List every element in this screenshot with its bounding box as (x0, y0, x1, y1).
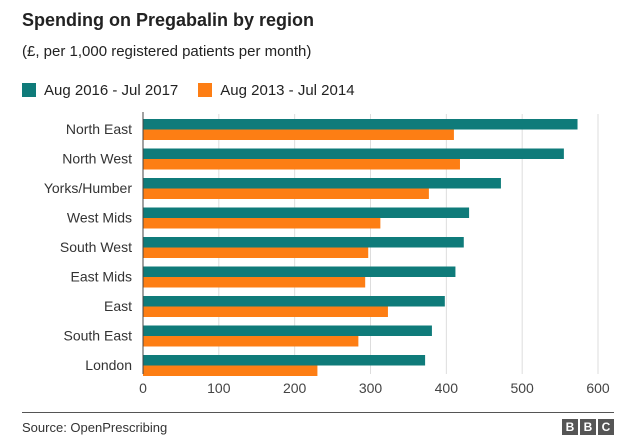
category-label-south-west: South West (60, 239, 132, 255)
category-label-north-west: North West (62, 151, 132, 167)
bar-yorks-humber-series-1 (143, 178, 501, 189)
category-label-north-east: North East (66, 121, 132, 137)
legend: Aug 2016 - Jul 2017 Aug 2013 - Jul 2014 (22, 80, 375, 100)
x-tick-label-400: 400 (435, 380, 459, 396)
category-label-east: East (104, 298, 132, 314)
bar-west-mids-series-1 (143, 207, 470, 218)
x-tick-label-500: 500 (510, 380, 534, 396)
logo-letter-b2: B (580, 419, 596, 435)
x-tick-label-600: 600 (586, 380, 610, 396)
chart-subtitle: (£, per 1,000 registered patients per mo… (22, 43, 312, 60)
bar-east-mids-series-1 (143, 266, 456, 277)
bar-east-mids-series-2 (143, 277, 366, 288)
legend-item-2016: Aug 2016 - Jul 2017 (22, 82, 178, 99)
bar-west-mids-series-2 (143, 218, 381, 229)
chart-title: Spending on Pregabalin by region (22, 10, 315, 30)
bar-east-series-1 (143, 296, 445, 307)
category-label-south-east: South East (64, 328, 133, 344)
bar-north-west-series-2 (143, 159, 460, 170)
bar-south-west-series-2 (143, 247, 369, 258)
legend-swatch-2016 (22, 83, 36, 97)
bbc-logo: B B C (562, 419, 614, 435)
bar-north-east-series-2 (143, 129, 454, 140)
bar-south-west-series-1 (143, 237, 464, 248)
x-tick-label-300: 300 (359, 380, 383, 396)
footer-divider (22, 412, 614, 413)
x-tick-label-100: 100 (207, 380, 231, 396)
legend-item-2013: Aug 2013 - Jul 2014 (198, 81, 355, 99)
bar-south-east-series-1 (143, 325, 432, 336)
bar-yorks-humber-series-2 (143, 188, 429, 199)
legend-label-2016: Aug 2016 - Jul 2017 (44, 81, 179, 99)
legend-label-2013: Aug 2013 - Jul 2014 (220, 81, 355, 99)
x-tick-label-0: 0 (139, 380, 147, 396)
bar-north-west-series-1 (143, 148, 564, 159)
category-label-east-mids: East Mids (71, 269, 132, 285)
source-note: Source: OpenPrescribing (22, 420, 168, 435)
category-label-london: London (85, 357, 132, 373)
bar-london-series-1 (143, 355, 426, 366)
category-label-yorks-humber: Yorks/Humber (44, 180, 133, 196)
bar-south-east-series-2 (143, 336, 359, 347)
legend-swatch-2013 (198, 83, 213, 97)
category-label-west-mids: West Mids (67, 210, 132, 226)
bar-east-series-2 (143, 306, 388, 317)
logo-letter-c: C (598, 419, 614, 435)
bar-north-east-series-1 (143, 119, 578, 130)
x-tick-label-200: 200 (283, 380, 307, 396)
logo-letter-b1: B (562, 419, 578, 435)
bar-london-series-2 (143, 365, 318, 376)
